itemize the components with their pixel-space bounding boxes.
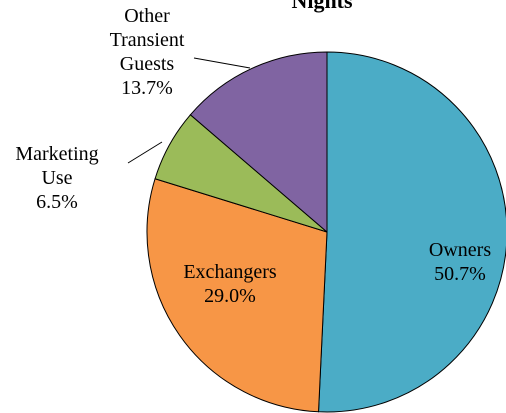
slice-label: Exchangers 29.0% xyxy=(140,260,320,308)
pie-slice xyxy=(317,51,506,413)
value-label: 13.7% xyxy=(121,77,173,99)
category-label: Marketing Use xyxy=(15,143,99,189)
category-label: Exchangers xyxy=(183,261,277,283)
value-label: 29.0% xyxy=(204,285,256,307)
slice-label: Marketing Use 6.5% xyxy=(2,142,112,214)
slice-label: Owners 50.7% xyxy=(395,238,506,286)
value-label: 50.7% xyxy=(434,263,486,285)
category-label: Other Transient Guests xyxy=(109,5,185,75)
leader-line xyxy=(127,141,163,164)
value-label: 6.5% xyxy=(36,191,78,213)
slice-label: Other Transient Guests 13.7% xyxy=(92,4,202,100)
category-label: Owners xyxy=(428,239,492,261)
pie-slice xyxy=(146,178,328,413)
leader-line xyxy=(193,57,251,69)
pie-slice xyxy=(189,51,328,234)
chart-title: Nights xyxy=(291,0,353,13)
